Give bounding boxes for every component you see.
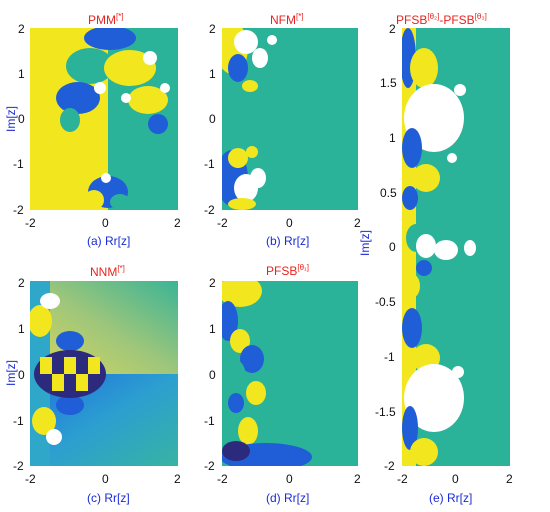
panel-b-ytick: -1 <box>204 157 215 171</box>
panel-e-ytick: -1 <box>384 350 395 364</box>
panel-e-ytick: 0 <box>389 240 396 254</box>
panel-b-svg <box>222 28 358 210</box>
panel-a-fractal-bottom <box>84 173 130 210</box>
panel-c-ytick: 2 <box>18 276 25 290</box>
panel-a-ytick: 1 <box>18 67 25 81</box>
panel-b-xtick: -2 <box>217 216 228 230</box>
panel-a-xtick: 2 <box>174 216 181 230</box>
panel-d-xtick: -2 <box>217 472 228 486</box>
panel-a-ytick: 2 <box>18 22 25 36</box>
panel-d-xtick: 0 <box>286 472 293 486</box>
panel-e-caption: (e) Rr[z] <box>429 491 473 505</box>
panel-e-ytick: -1.5 <box>375 405 396 419</box>
panel-c-xtick: -2 <box>25 472 36 486</box>
panel-d-fractal-left <box>222 281 312 466</box>
panel-b-caption: (b) Rr[z] <box>266 234 310 248</box>
panel-c-ytick: -2 <box>13 459 24 473</box>
panel-e-ytick: 0.5 <box>380 186 397 200</box>
panel-a-ytick: -2 <box>13 203 24 217</box>
panel-a-ylabel: Im[z] <box>4 106 18 132</box>
panel-e-ytick: 1 <box>389 131 396 145</box>
panel-d-xtick: 2 <box>354 472 361 486</box>
panel-b-ytick: -2 <box>204 203 215 217</box>
panel-a-basin-plot <box>30 28 178 210</box>
panel-e-xtick: 0 <box>452 472 459 486</box>
panel-b-basin-plot <box>222 28 358 210</box>
panel-b-fractal-bottom <box>222 146 266 210</box>
panel-d-title: PFSB[θ₁] <box>266 263 309 278</box>
panel-b-ytick: 0 <box>209 112 216 126</box>
panel-a-ytick: 0 <box>18 112 25 126</box>
panel-d-ytick: 0 <box>209 368 216 382</box>
panel-e-fractal-bottom <box>402 308 464 466</box>
panel-a-caption: (a) Rr[z] <box>87 234 131 248</box>
panel-b-title: NFM[*] <box>270 12 304 27</box>
panel-d-ytick: 1 <box>209 322 216 336</box>
panel-a-title: PMM[*] <box>88 12 124 27</box>
panel-e-fractal-middle <box>404 224 476 298</box>
panel-c-caption: (c) Rr[z] <box>87 491 130 505</box>
panel-e-xtick: -2 <box>397 472 408 486</box>
panel-e-xtick: 2 <box>506 472 513 486</box>
panel-c-ytick: 0 <box>18 368 25 382</box>
panel-b-xtick: 2 <box>354 216 361 230</box>
panel-e-svg <box>402 28 510 466</box>
panel-c-svg <box>30 281 178 466</box>
panel-a-svg <box>30 28 178 210</box>
panel-c-ytick: 1 <box>18 322 25 336</box>
panel-a-ytick: -1 <box>13 157 24 171</box>
panel-d-basin-plot <box>222 281 358 466</box>
panel-b-ytick: 1 <box>209 67 216 81</box>
panel-d-ytick: -1 <box>204 414 215 428</box>
panel-a-xtick: 0 <box>102 216 109 230</box>
panel-c-ylabel: Im[z] <box>4 360 18 386</box>
panel-b-xtick: 0 <box>286 216 293 230</box>
panel-c-xtick: 2 <box>174 472 181 486</box>
panel-d-ytick: -2 <box>204 459 215 473</box>
panel-d-svg <box>222 281 358 466</box>
panel-e-ytick: -2 <box>384 459 395 473</box>
panel-c-title: NNM[*] <box>90 264 125 279</box>
panel-a-xtick: -2 <box>25 216 36 230</box>
panel-e-ytick: 2 <box>389 22 396 36</box>
panel-b-ytick: 2 <box>209 22 216 36</box>
panel-e-ytick: 1.5 <box>380 76 397 90</box>
panel-e-ylabel: Im[z] <box>358 230 372 256</box>
panel-c-xtick: 0 <box>102 472 109 486</box>
panel-d-ytick: 2 <box>209 276 216 290</box>
panel-c-basin-plot <box>30 281 178 466</box>
panel-e-basin-plot <box>402 28 510 466</box>
panel-e-ytick: -0.5 <box>375 295 396 309</box>
panel-d-caption: (d) Rr[z] <box>266 491 310 505</box>
panel-c-ytick: -1 <box>13 414 24 428</box>
panel-b-fractal-top <box>222 28 277 92</box>
panel-c-checkerboard <box>34 350 106 398</box>
panel-e-title: PFSB[θ₂]-PFSB[θ₃] <box>396 12 487 27</box>
panel-a-fractal-top <box>56 28 170 134</box>
